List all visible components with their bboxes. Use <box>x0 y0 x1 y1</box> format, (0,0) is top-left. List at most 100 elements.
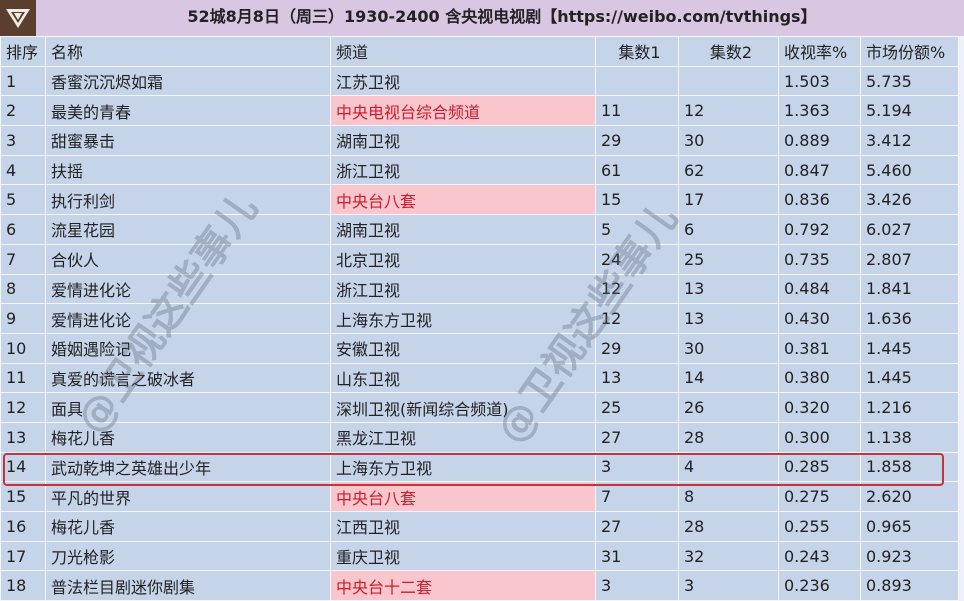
name-cell: 真爱的谎言之破冰者 <box>45 362 331 394</box>
channel-cell: 重庆卫视 <box>330 540 596 572</box>
name-cell: 普法栏目剧迷你剧集 <box>45 570 331 601</box>
rating-cell: 0.484 <box>778 273 861 305</box>
ep2-cell: 28 <box>678 511 779 542</box>
ep1-cell: 27 <box>595 511 679 542</box>
ep2-cell: 28 <box>678 421 779 453</box>
share-cell: 1.445 <box>860 362 959 394</box>
ep1-cell: 24 <box>595 243 679 275</box>
share-cell: 0.965 <box>860 511 959 542</box>
ep1-cell: 31 <box>595 540 679 572</box>
ep1-cell: 29 <box>595 332 679 364</box>
name-cell: 武动乾坤之英雄出少年 <box>45 451 331 483</box>
channel-cell: 山东卫视 <box>330 362 596 394</box>
name-cell: 爱情进化论 <box>45 303 331 334</box>
rank-cell: 8 <box>0 273 46 305</box>
share-cell: 1.216 <box>860 392 959 423</box>
header-name: 名称 <box>45 36 331 67</box>
rank-cell: 17 <box>0 540 46 572</box>
table-row: 1 香蜜沉沉烬如霜 江苏卫视 1.503 5.735 <box>0 65 959 97</box>
rank-cell: 15 <box>0 481 46 512</box>
channel-cell: 湖南卫视 <box>330 214 596 245</box>
share-cell: 1.445 <box>860 332 959 364</box>
rank-cell: 6 <box>0 214 46 245</box>
header-ep1: 集数1 <box>595 36 679 67</box>
rating-cell: 0.320 <box>778 392 861 423</box>
rating-cell: 0.381 <box>778 332 861 364</box>
share-cell: 1.858 <box>860 451 959 483</box>
header-rank: 排序 <box>0 36 46 67</box>
rank-cell: 5 <box>0 184 46 216</box>
rating-cell: 0.735 <box>778 243 861 275</box>
table-row: 16 梅花儿香 江西卫视 27 28 0.255 0.965 <box>0 511 959 542</box>
name-cell: 执行利剑 <box>45 184 331 216</box>
channel-cell: 北京卫视 <box>330 243 596 275</box>
share-cell: 0.893 <box>860 570 959 601</box>
ep2-cell: 26 <box>678 392 779 423</box>
channel-cell: 黑龙江卫视 <box>330 421 596 453</box>
share-cell: 5.194 <box>860 95 959 127</box>
rating-cell: 1.363 <box>778 95 861 127</box>
header-rating: 收视率% <box>778 36 861 67</box>
ep1-cell: 5 <box>595 214 679 245</box>
table-row: 9 爱情进化论 上海东方卫视 12 13 0.430 1.636 <box>0 303 959 334</box>
rank-cell: 14 <box>0 451 46 483</box>
table-row: 18 普法栏目剧迷你剧集 中央台十二套 3 3 0.236 0.893 <box>0 570 959 601</box>
ep1-cell: 15 <box>595 184 679 216</box>
ep1-cell: 11 <box>595 95 679 127</box>
rank-cell: 18 <box>0 570 46 601</box>
channel-cell: 浙江卫视 <box>330 154 596 186</box>
header-share: 市场份额% <box>860 36 959 67</box>
ep2-cell: 3 <box>678 570 779 601</box>
share-cell: 3.426 <box>860 184 959 216</box>
share-cell: 2.620 <box>860 481 959 512</box>
name-cell: 刀光枪影 <box>45 540 331 572</box>
channel-cell: 江西卫视 <box>330 511 596 542</box>
rank-cell: 4 <box>0 154 46 186</box>
header-channel: 频道 <box>330 36 596 67</box>
channel-cell: 上海东方卫视 <box>330 303 596 334</box>
share-cell: 1.138 <box>860 421 959 453</box>
logo-icon <box>0 0 36 36</box>
rating-cell: 0.300 <box>778 421 861 453</box>
share-cell: 2.807 <box>860 243 959 275</box>
ep1-cell <box>595 65 679 97</box>
table-row: 5 执行利剑 中央台八套 15 17 0.836 3.426 <box>0 184 959 216</box>
name-cell: 流星花园 <box>45 214 331 245</box>
rank-cell: 11 <box>0 362 46 394</box>
name-cell: 婚姻遇险记 <box>45 332 331 364</box>
ep2-cell: 30 <box>678 332 779 364</box>
rating-cell: 0.236 <box>778 570 861 601</box>
share-cell: 0.923 <box>860 540 959 572</box>
channel-cell: 湖南卫视 <box>330 125 596 156</box>
rank-cell: 3 <box>0 125 46 156</box>
rank-cell: 12 <box>0 392 46 423</box>
share-cell: 6.027 <box>860 214 959 245</box>
table-row: 15 平凡的世界 中央台八套 7 8 0.275 2.620 <box>0 481 959 512</box>
name-cell: 梅花儿香 <box>45 421 331 453</box>
rating-cell: 0.847 <box>778 154 861 186</box>
ep1-cell: 12 <box>595 273 679 305</box>
table-row: 6 流星花园 湖南卫视 5 6 0.792 6.027 <box>0 214 959 245</box>
ep2-cell: 32 <box>678 540 779 572</box>
page-title: 52城8月8日（周三）1930-2400 含央视电视剧【https://weib… <box>187 7 817 26</box>
rating-cell: 0.836 <box>778 184 861 216</box>
ep1-cell: 29 <box>595 125 679 156</box>
ep1-cell: 27 <box>595 421 679 453</box>
rank-cell: 9 <box>0 303 46 334</box>
rating-cell: 0.275 <box>778 481 861 512</box>
ep2-cell: 13 <box>678 303 779 334</box>
rank-cell: 1 <box>0 65 46 97</box>
rating-cell: 0.255 <box>778 511 861 542</box>
rating-cell: 0.889 <box>778 125 861 156</box>
rating-cell: 1.503 <box>778 65 861 97</box>
rating-cell: 0.243 <box>778 540 861 572</box>
name-cell: 香蜜沉沉烬如霜 <box>45 65 331 97</box>
channel-cell: 中央台八套 <box>330 481 596 512</box>
rating-cell: 0.285 <box>778 451 861 483</box>
ep2-cell: 17 <box>678 184 779 216</box>
name-cell: 面具 <box>45 392 331 423</box>
ep2-cell <box>678 65 779 97</box>
ep1-cell: 7 <box>595 481 679 512</box>
table-row: 10 婚姻遇险记 安徽卫视 29 30 0.381 1.445 <box>0 332 959 364</box>
channel-cell: 深圳卫视(新闻综合频道) <box>330 392 596 423</box>
